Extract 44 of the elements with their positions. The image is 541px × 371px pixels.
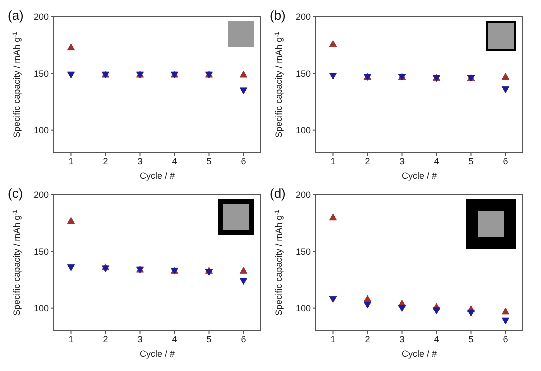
x-tick-label: 2 — [365, 156, 370, 166]
y-tick-label: 100 — [34, 126, 49, 136]
chart-title: (c) — [8, 186, 24, 200]
x-axis-title: Cycle / # — [402, 348, 438, 358]
x-tick-label: 3 — [400, 156, 405, 166]
x-tick-label: 6 — [241, 156, 246, 166]
chart-title: (a) — [8, 8, 24, 23]
y-tick-label: 150 — [34, 68, 49, 79]
x-tick-label: 5 — [468, 334, 474, 344]
x-tick-label: 1 — [330, 334, 336, 344]
x-tick-label: 6 — [241, 334, 246, 344]
x-tick-label: 2 — [103, 156, 108, 166]
y-tick-label: 100 — [296, 126, 311, 136]
y-tick-label: 200 — [34, 190, 49, 200]
x-tick-label: 4 — [434, 156, 440, 166]
y-tick-label: 200 — [296, 12, 311, 22]
y-tick-label: 150 — [296, 246, 311, 256]
x-tick-label: 5 — [206, 334, 212, 344]
y-tick-label: 100 — [296, 303, 311, 314]
x-tick-label: 3 — [138, 334, 143, 344]
chart-title: (d) — [270, 186, 286, 200]
x-tick-label: 3 — [138, 156, 143, 166]
x-tick-label: 4 — [434, 334, 440, 344]
x-tick-label: 6 — [503, 334, 508, 344]
x-tick-label: 1 — [68, 334, 74, 344]
x-axis-title: Cycle / # — [140, 348, 176, 358]
x-tick-label: 3 — [400, 334, 405, 344]
y-tick-label: 200 — [296, 190, 311, 200]
x-tick-label: 5 — [468, 156, 474, 166]
x-tick-label: 4 — [172, 156, 178, 166]
x-tick-label: 5 — [206, 156, 212, 166]
x-tick-label: 2 — [365, 334, 370, 344]
y-tick-label: 100 — [34, 303, 49, 314]
x-tick-label: 4 — [172, 334, 178, 344]
x-tick-label: 1 — [330, 156, 336, 166]
y-tick-label: 150 — [296, 68, 311, 79]
x-axis-title: Cycle / # — [402, 171, 438, 181]
chart-title: (b) — [270, 8, 286, 23]
x-tick-label: 6 — [503, 156, 508, 166]
x-tick-label: 2 — [103, 334, 108, 344]
x-tick-label: 1 — [68, 156, 74, 166]
y-tick-label: 150 — [34, 246, 49, 256]
y-tick-label: 200 — [34, 12, 49, 22]
x-axis-title: Cycle / # — [140, 171, 176, 181]
